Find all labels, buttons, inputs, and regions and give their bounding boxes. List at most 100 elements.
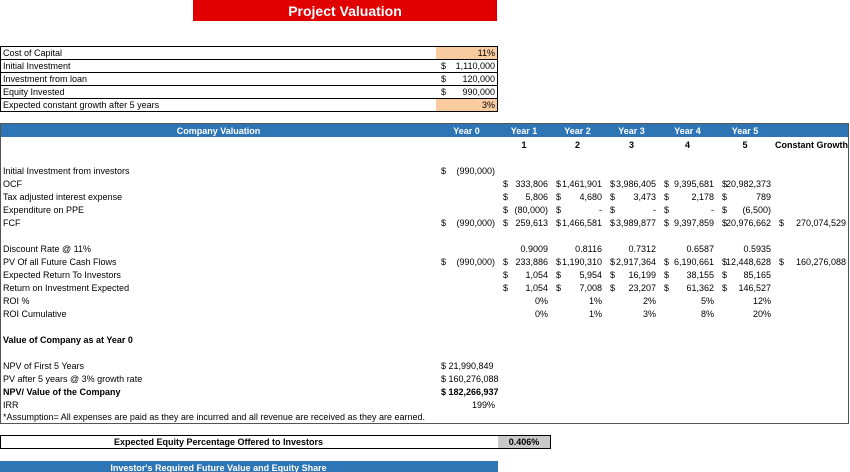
cell-value: 20% <box>752 309 771 319</box>
row-label: Expenditure on PPE <box>3 205 85 215</box>
currency-symbol: $ <box>503 283 509 293</box>
cell-value: 85,165 <box>743 270 771 280</box>
cell-value: 1,054 <box>525 283 548 293</box>
row-line <box>1 98 497 99</box>
cell-value: 0.7312 <box>628 244 656 254</box>
cell-value: (990,000) <box>456 166 495 176</box>
cell-value: 61,362 <box>686 283 714 293</box>
summary-value: $ 160,276,088 <box>441 374 499 384</box>
equity-box <box>0 435 551 449</box>
equity-value: 0.406% <box>508 437 540 447</box>
cell-value: 0.9009 <box>520 244 548 254</box>
year-header: Year 4 <box>674 126 701 136</box>
cell-value: 160,276,088 <box>795 257 846 267</box>
currency-symbol: $ <box>664 257 670 267</box>
note: *Assumption= All expenses are paid as th… <box>3 412 426 422</box>
cell-value: 1% <box>588 309 602 319</box>
year-header: Year 0 <box>453 126 480 136</box>
input-label: Equity Invested <box>3 87 65 97</box>
cell-value: 789 <box>755 192 771 202</box>
currency-symbol: $ <box>610 257 616 267</box>
currency-symbol: $ <box>722 257 728 267</box>
currency-symbol: $ <box>441 166 447 176</box>
summary-value: $ 182,266,937 <box>441 387 499 397</box>
cell-value: (80,000) <box>514 205 548 215</box>
input-label: Expected constant growth after 5 years <box>3 100 160 110</box>
cell-value: 0.8116 <box>575 244 602 254</box>
cell-value: 12,448,628 <box>725 257 771 267</box>
currency-symbol: $ <box>556 192 562 202</box>
input-value: 11% <box>477 48 495 58</box>
cell-value: 5,954 <box>579 270 602 280</box>
cell-value: 0% <box>534 296 548 306</box>
year-number: 1 <box>521 140 527 150</box>
cell-value: 20,982,373 <box>725 179 771 189</box>
cell-value: 2,178 <box>691 192 714 202</box>
currency-symbol: $ <box>441 61 447 71</box>
year-number: 3 <box>628 140 634 150</box>
cell-value: 1,461,901 <box>561 179 602 189</box>
cell-value: 7,008 <box>579 283 602 293</box>
row-label: Expected Return To Investors <box>3 270 121 280</box>
currency-symbol: $ <box>722 192 728 202</box>
section-title: Company Valuation <box>176 126 261 136</box>
cell-value: 3% <box>642 309 656 319</box>
cell-value: - <box>711 205 714 215</box>
currency-symbol: $ <box>556 283 562 293</box>
currency-symbol: $ <box>503 192 509 202</box>
currency-symbol: $ <box>664 192 670 202</box>
currency-symbol: $ <box>556 205 562 215</box>
currency-symbol: $ <box>556 218 562 228</box>
row-line <box>1 72 497 73</box>
summary-value: $ 21,990,849 <box>441 361 494 371</box>
row-label: Return on Investment Expected <box>3 283 130 293</box>
currency-symbol: $ <box>664 205 670 215</box>
input-value: 120,000 <box>462 74 495 84</box>
summary-value: 199% <box>471 400 495 410</box>
valuation-header <box>1 124 848 137</box>
inputs-box <box>0 46 498 112</box>
cell-value: 270,074,529 <box>795 218 846 228</box>
row-label: Initial Investment from investors <box>3 166 130 176</box>
cell-value: (6,500) <box>742 205 771 215</box>
input-highlight <box>436 99 497 111</box>
valuation-box <box>0 123 849 424</box>
row-label: FCF <box>3 218 21 228</box>
currency-symbol: $ <box>503 205 509 215</box>
cell-value: 1,190,310 <box>561 257 602 267</box>
currency-symbol: $ <box>664 283 670 293</box>
row-label: ROI % <box>3 296 30 306</box>
column-header: Constant Growth <box>775 140 848 150</box>
cell-value: 16,199 <box>628 270 656 280</box>
currency-symbol: $ <box>722 205 728 215</box>
input-value: 1,110,000 <box>455 61 495 71</box>
cell-value: 1,054 <box>525 270 548 280</box>
next-section-title: Investor's Required Future Value and Equ… <box>110 463 327 472</box>
title: Project Valuation <box>288 3 402 19</box>
currency-symbol: $ <box>610 192 616 202</box>
cell-value: 3,473 <box>633 192 656 202</box>
cell-value: 9,395,681 <box>673 179 714 189</box>
currency-symbol: $ <box>722 218 728 228</box>
cell-value: - <box>599 205 602 215</box>
currency-symbol: $ <box>556 270 562 280</box>
input-label: Cost of Capital <box>3 48 63 58</box>
currency-symbol: $ <box>503 270 509 280</box>
cell-value: 2,917,364 <box>615 257 656 267</box>
currency-symbol: $ <box>722 283 728 293</box>
input-label: Investment from loan <box>3 74 88 84</box>
cell-value: 146,527 <box>738 283 771 293</box>
currency-symbol: $ <box>779 218 785 228</box>
cell-value: 8% <box>700 309 714 319</box>
cell-value: 0% <box>534 309 548 319</box>
row-line <box>1 85 497 86</box>
row-label: ROI Cumulative <box>3 309 67 319</box>
row-label: Tax adjusted interest expense <box>3 192 123 202</box>
cell-value: 259,613 <box>515 218 548 228</box>
year-number: 2 <box>574 140 580 150</box>
currency-symbol: $ <box>503 218 509 228</box>
summary-label: NPV/ Value of the Company <box>3 387 121 397</box>
currency-symbol: $ <box>441 218 447 228</box>
currency-symbol: $ <box>503 179 509 189</box>
currency-symbol: $ <box>441 257 447 267</box>
